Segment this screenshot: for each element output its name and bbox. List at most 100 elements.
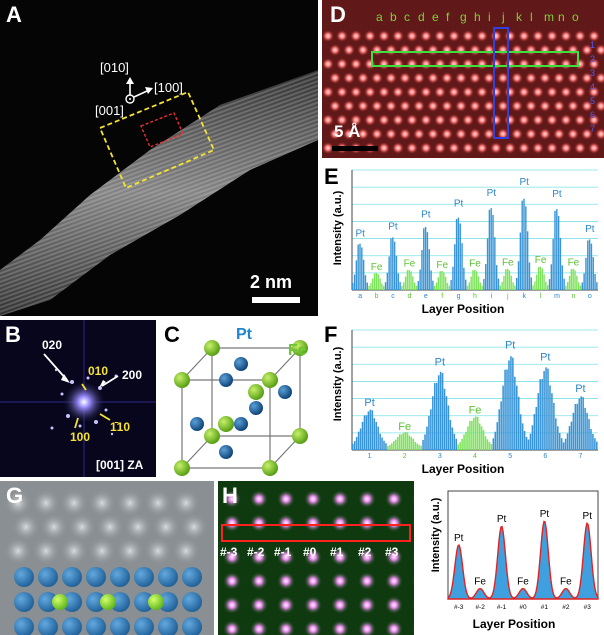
pt-atom xyxy=(62,617,82,635)
x-tick-label: #0 xyxy=(519,604,527,611)
profile-peak xyxy=(450,217,467,290)
fe-atom xyxy=(52,594,68,610)
atom-column xyxy=(406,114,418,126)
atom-column xyxy=(490,58,502,70)
atom-column xyxy=(448,114,460,126)
atom-column xyxy=(406,142,418,154)
red-selection-box xyxy=(140,112,184,148)
peak-label: Pt xyxy=(454,199,464,210)
x-tick-label: #2 xyxy=(562,604,570,611)
atom-column xyxy=(448,142,460,154)
atom-column xyxy=(413,72,425,84)
atom-column xyxy=(343,128,355,140)
atom-column xyxy=(357,72,369,84)
x-tick-label: e xyxy=(424,293,428,300)
atom-column xyxy=(539,44,551,56)
simulated-spot xyxy=(250,514,268,532)
atom-column xyxy=(497,100,509,112)
pt-atom xyxy=(110,567,130,587)
scale-bar-label: 2 nm xyxy=(250,272,293,292)
position-label: #-2 xyxy=(247,545,265,559)
atom-column xyxy=(420,142,432,154)
atom-column xyxy=(406,58,418,70)
atom-column xyxy=(511,100,523,112)
atom-column xyxy=(462,114,474,126)
atom-column xyxy=(343,44,355,56)
atom-column xyxy=(357,44,369,56)
simulated-spot xyxy=(358,620,376,635)
atom-column xyxy=(441,72,453,84)
peak-label: Fe xyxy=(502,257,514,268)
panel-e-label: E xyxy=(324,164,339,189)
legend-pt-label: Pt xyxy=(236,326,252,343)
spot-110-label: 1̄10 xyxy=(110,420,131,434)
atom-column xyxy=(378,142,390,154)
panel-h: H #-3 #-2 #-1 #0 #1 #2 #3 xyxy=(218,481,414,635)
atom-column xyxy=(546,30,558,42)
atom-column xyxy=(343,100,355,112)
atom-column xyxy=(336,86,348,98)
dir-001-label: [001] xyxy=(95,103,124,118)
simulated-spot xyxy=(358,548,376,566)
simulated-spot xyxy=(250,490,268,508)
row-number: 5 xyxy=(590,96,596,106)
peak-label: Pt xyxy=(497,514,507,525)
atom-column xyxy=(364,30,376,42)
position-label: #-1 xyxy=(274,545,292,559)
profile-peak xyxy=(562,396,598,450)
atom-column xyxy=(532,142,544,154)
atom-column xyxy=(336,114,348,126)
simulated-spot xyxy=(412,575,414,587)
atom-column xyxy=(434,30,446,42)
peak-label: Pt xyxy=(355,229,365,240)
atom-column xyxy=(567,72,579,84)
atom-column xyxy=(490,114,502,126)
atom-column xyxy=(392,58,404,70)
atom-column xyxy=(427,72,439,84)
x-tick-label: m xyxy=(554,293,560,300)
atom-column xyxy=(483,100,495,112)
atom-column xyxy=(553,72,565,84)
x-tick-label: 3 xyxy=(438,453,442,460)
profile-curve xyxy=(447,520,599,600)
atom-column xyxy=(546,86,558,98)
x-tick-label: #-1 xyxy=(497,604,507,611)
atom-column xyxy=(525,128,537,140)
atom-column xyxy=(385,44,397,56)
atom-column xyxy=(588,142,600,154)
atom-column xyxy=(420,114,432,126)
panel-a-image xyxy=(0,70,318,316)
atom-column xyxy=(504,58,516,70)
simulated-spot xyxy=(223,514,241,532)
row-numbers: 1 2 3 4 5 6 7 xyxy=(590,40,602,150)
atom-column xyxy=(448,58,460,70)
pt-atom xyxy=(86,567,106,587)
atom-column xyxy=(518,30,530,42)
atom-column xyxy=(462,86,474,98)
atom-column xyxy=(455,44,467,56)
x-axis-label: Layer Position xyxy=(421,462,505,476)
profile-chart-i: Pt #-3 Fe #-2 Pt #-1 Fe #0 Pt #1 Fe #2 Pt #3 xyxy=(447,490,599,611)
panel-e: Pt a Fe b Pt c Fe d Pt e Fe f Pt g Fe h Pt i Fe j Pt k Fe l Pt m F… xyxy=(322,162,604,318)
atom-column xyxy=(350,114,362,126)
profile-peak xyxy=(401,269,418,290)
atom-column xyxy=(595,72,604,84)
row-number: 2 xyxy=(590,54,596,64)
simulated-spot xyxy=(358,596,376,614)
pt-atom xyxy=(182,567,202,587)
x-tick-label: h xyxy=(473,293,477,300)
atom-column xyxy=(525,72,537,84)
simulated-spot xyxy=(304,572,322,590)
profile-peak xyxy=(532,266,549,290)
atom-column xyxy=(343,72,355,84)
pt-atom xyxy=(14,617,34,635)
column-letter: a xyxy=(376,10,383,24)
x-tick-label: f xyxy=(441,293,443,300)
x-tick-label: #3 xyxy=(584,604,592,611)
simulated-spot xyxy=(385,620,403,635)
atom-column xyxy=(385,100,397,112)
atom-column xyxy=(504,30,516,42)
atom-column xyxy=(329,100,341,112)
atom-column xyxy=(322,30,334,42)
atom-column xyxy=(546,58,558,70)
